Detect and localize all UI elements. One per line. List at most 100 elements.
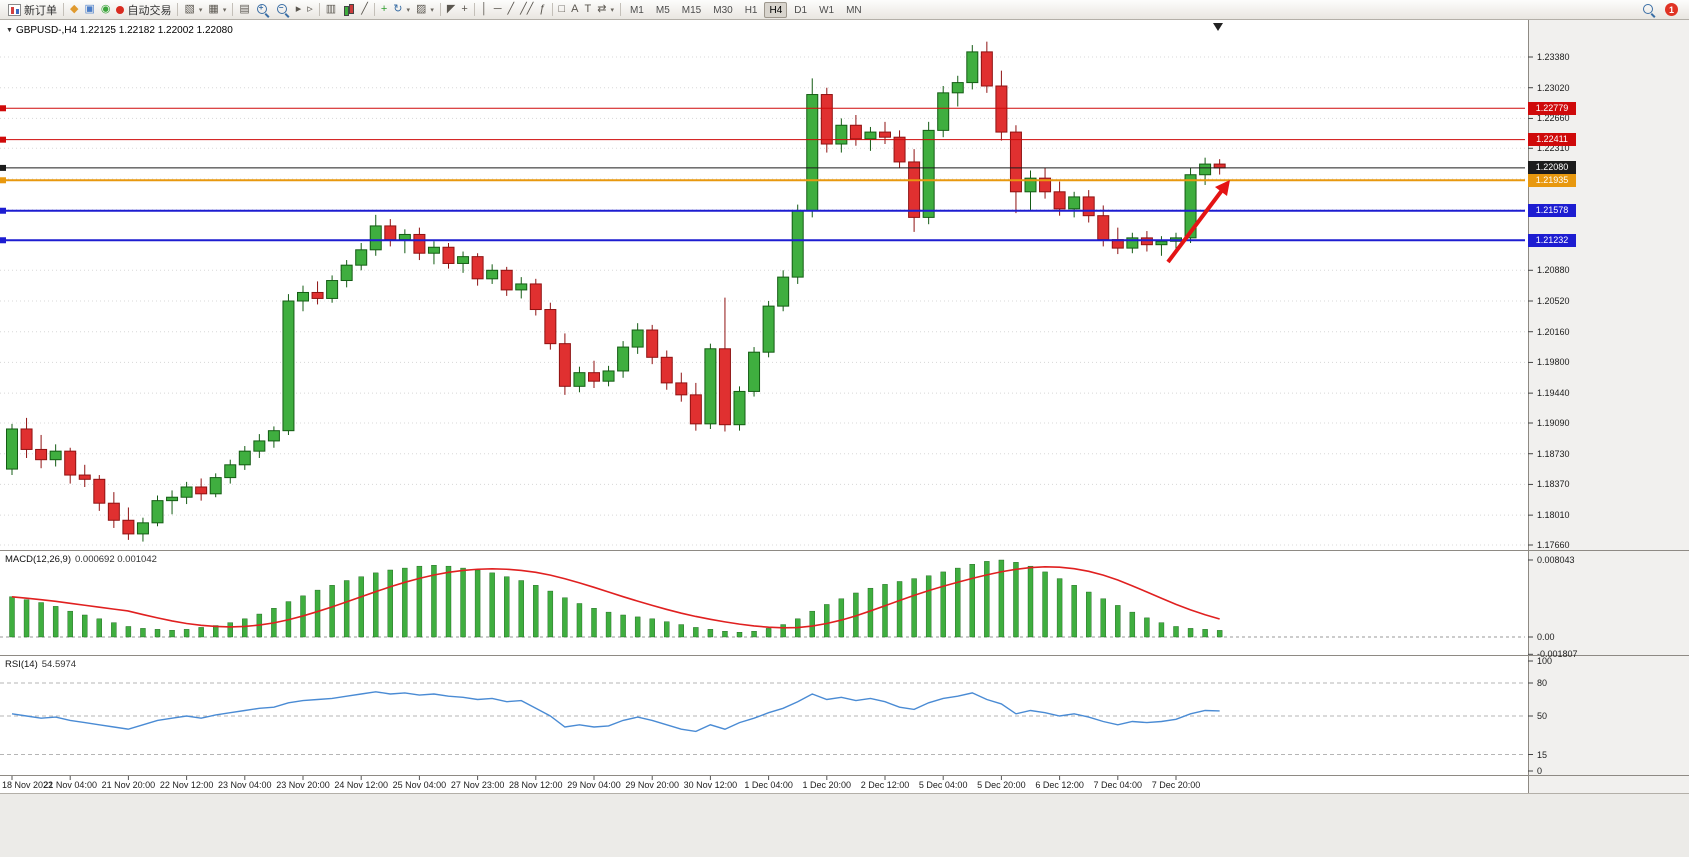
bar-chart-button[interactable]: ▥ bbox=[323, 1, 339, 19]
toolbar-separator bbox=[177, 3, 179, 16]
timeframe-d1-button[interactable]: D1 bbox=[794, 4, 808, 16]
dropdown-caret-icon: ▾ bbox=[406, 6, 410, 14]
timeframe-w1-button[interactable]: W1 bbox=[819, 4, 835, 16]
tile-windows-icon: ▤ bbox=[239, 3, 250, 15]
text-label-icon: T bbox=[584, 3, 592, 15]
autotrade-button[interactable]: 自动交易 bbox=[113, 1, 174, 19]
timeframe-mn-button[interactable]: MN bbox=[846, 4, 862, 16]
price-axis-area[interactable] bbox=[1528, 20, 1689, 793]
candlestick-icon bbox=[342, 3, 355, 16]
auto-scroll-button[interactable]: ▸ bbox=[293, 1, 305, 19]
chart-profiles-icon: ▦ bbox=[208, 3, 219, 15]
market-watch-icon: ◆ bbox=[70, 3, 79, 15]
chart-shift-button[interactable]: ▹ bbox=[304, 1, 316, 19]
toolbar-separator bbox=[551, 3, 553, 16]
search-icon bbox=[1642, 3, 1656, 17]
toolbar-separator bbox=[318, 3, 320, 16]
timeframe-toolbar: M1 M5 M15 M30 H1 H4 D1 W1 MN bbox=[624, 1, 868, 18]
zoom-out-icon: − bbox=[276, 3, 290, 17]
timeframe-m15-button[interactable]: M15 bbox=[681, 4, 702, 16]
text-icon: A bbox=[571, 3, 579, 15]
arrows-button[interactable]: ⇄ ▾ bbox=[594, 1, 617, 19]
chart-plot-area[interactable] bbox=[0, 20, 1528, 793]
toolbar-separator bbox=[232, 3, 234, 16]
toolbar-separator bbox=[473, 3, 475, 16]
horizontal-line-icon: ─ bbox=[493, 3, 502, 15]
fibonacci-button[interactable]: ƒ bbox=[536, 1, 548, 19]
indicators-plus-icon: + bbox=[380, 3, 388, 15]
shapes-icon: □ bbox=[558, 3, 566, 15]
horizontal-line-button[interactable]: ─ bbox=[491, 1, 505, 19]
one-click-trading-toggle-icon[interactable]: ▼ bbox=[6, 27, 13, 34]
quick-search-button[interactable] bbox=[1639, 1, 1659, 19]
chart-profiles-button[interactable]: ▦ ▾ bbox=[205, 1, 229, 19]
vertical-line-button[interactable]: │ bbox=[478, 1, 491, 19]
dropdown-caret-icon: ▾ bbox=[198, 6, 203, 14]
dropdown-caret-icon: ▾ bbox=[222, 6, 227, 14]
new-order-button-label: 新订单 bbox=[24, 4, 57, 17]
toolbar-separator bbox=[619, 3, 621, 16]
rsi-label: RSI(14) 54.5974 bbox=[5, 659, 76, 670]
candlestick-chart-button[interactable] bbox=[339, 1, 358, 19]
cursor-icon: ◤ bbox=[446, 3, 456, 15]
toolbar-buttons: 新订单 ◆ ▣ ◉ 自动交易 ▧ ▾ ▦ ▾ ▤ + − ▸ ▹ ▥ ╱ + ↻ ▾ ▨ ▾ ◤ + │ ─ ╱ ╱╱ ƒ □ A T ⇄ ▾ bbox=[5, 1, 624, 19]
macd-label: MACD(12,26,9) 0.000692 0.001042 bbox=[5, 554, 157, 565]
new-chart-icon: ▧ bbox=[184, 3, 195, 15]
templates-icon: ▨ bbox=[416, 3, 427, 15]
notification-badge[interactable]: 1 bbox=[1665, 3, 1678, 16]
rsi-title: RSI(14) bbox=[5, 659, 38, 670]
timeframe-m1-button[interactable]: M1 bbox=[629, 4, 644, 16]
vertical-line-icon: │ bbox=[480, 3, 488, 15]
chart-shift-icon: ▹ bbox=[307, 3, 313, 15]
refresh-icon: ↻ bbox=[393, 3, 403, 15]
sound-alerts-icon: ◉ bbox=[100, 3, 111, 15]
new-order-button[interactable]: 新订单 bbox=[5, 1, 60, 19]
toolbar-separator bbox=[63, 3, 64, 16]
zoom-in-button[interactable]: + bbox=[253, 1, 273, 19]
cursor-button[interactable]: ◤ bbox=[444, 1, 458, 19]
symbol-period-label: GBPUSD-,H4 bbox=[15, 25, 78, 36]
timeframe-m30-button[interactable]: M30 bbox=[713, 4, 733, 16]
market-watch-button[interactable]: ◆ bbox=[67, 1, 81, 19]
new-chart-button[interactable]: ▧ ▾ bbox=[181, 1, 205, 19]
channel-icon: ╱╱ bbox=[520, 3, 534, 15]
shapes-button[interactable]: □ bbox=[556, 1, 569, 19]
timeframe-m5-button[interactable]: M5 bbox=[655, 4, 670, 16]
sound-alerts-button[interactable]: ◉ bbox=[98, 1, 114, 19]
bar-chart-icon: ▥ bbox=[325, 3, 337, 15]
timeframe-h4-button[interactable]: H4 bbox=[764, 1, 788, 18]
new-order-icon bbox=[8, 3, 21, 16]
line-chart-button[interactable]: ╱ bbox=[358, 1, 371, 19]
timeframe-h1-button[interactable]: H1 bbox=[744, 4, 758, 16]
zoom-out-button[interactable]: − bbox=[273, 1, 293, 19]
trendline-icon: ╱ bbox=[507, 3, 515, 15]
ohlc-values: 1.22125 1.22182 1.22002 1.22080 bbox=[79, 25, 233, 36]
tile-windows-button[interactable]: ▤ bbox=[236, 1, 252, 19]
line-chart-icon: ╱ bbox=[361, 3, 368, 15]
rsi-value: 54.5974 bbox=[41, 659, 77, 670]
arrow-tools-icon: ⇄ bbox=[597, 3, 607, 15]
text-label-button[interactable]: T bbox=[582, 1, 595, 19]
auto-scroll-icon: ▸ bbox=[295, 3, 302, 15]
crosshair-icon: + bbox=[461, 3, 468, 15]
text-button[interactable]: A bbox=[568, 1, 581, 19]
indicators-button[interactable]: + bbox=[378, 1, 390, 19]
toolbar-separator bbox=[439, 3, 441, 16]
macd-values: 0.000692 0.001042 bbox=[75, 554, 157, 565]
templates-button[interactable]: ▨ ▾ bbox=[413, 1, 437, 19]
main-toolbar: 新订单 ◆ ▣ ◉ 自动交易 ▧ ▾ ▦ ▾ ▤ + − ▸ ▹ ▥ ╱ + ↻ ▾ ▨ ▾ ◤ + │ ─ ╱ ╱╱ ƒ □ A T ⇄ ▾ … bbox=[0, 0, 1689, 20]
toolbar-separator bbox=[373, 3, 375, 16]
zoom-in-icon: + bbox=[256, 3, 270, 17]
chart-ohlc-label: ▼ GBPUSD-,H4 1.22125 1.22182 1.22002 1.22… bbox=[6, 25, 233, 36]
bottom-margin bbox=[0, 793, 1689, 857]
trendline-button[interactable]: ╱ bbox=[505, 1, 518, 19]
channel-button[interactable]: ╱╱ bbox=[517, 1, 536, 19]
dropdown-caret-icon: ▾ bbox=[430, 6, 434, 14]
data-window-icon: ▣ bbox=[84, 3, 95, 15]
refresh-button[interactable]: ↻ ▾ bbox=[390, 1, 413, 19]
dropdown-caret-icon: ▾ bbox=[610, 6, 614, 14]
toolbar-right: 1 bbox=[1639, 1, 1684, 19]
data-window-button[interactable]: ▣ bbox=[81, 1, 97, 19]
crosshair-button[interactable]: + bbox=[458, 1, 470, 19]
